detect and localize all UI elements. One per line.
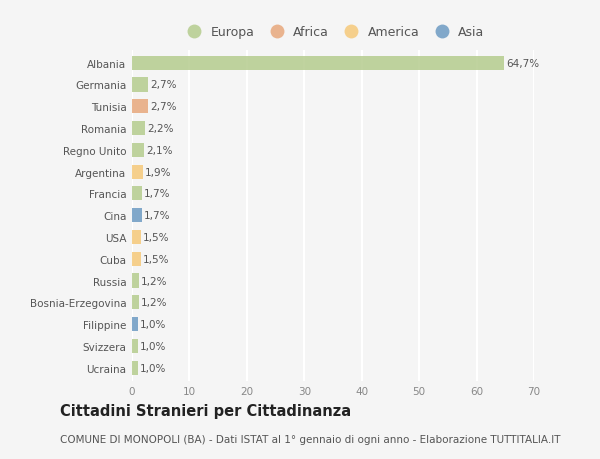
Text: 1,0%: 1,0%	[140, 319, 166, 330]
Text: 1,5%: 1,5%	[143, 254, 169, 264]
Text: 1,0%: 1,0%	[140, 363, 166, 373]
Text: 1,2%: 1,2%	[141, 276, 167, 286]
Bar	[132, 361, 138, 375]
Text: COMUNE DI MONOPOLI (BA) - Dati ISTAT al 1° gennaio di ogni anno - Elaborazione T: COMUNE DI MONOPOLI (BA) - Dati ISTAT al …	[60, 434, 560, 443]
Bar	[132, 274, 139, 288]
Legend: Europa, Africa, America, Asia: Europa, Africa, America, Asia	[179, 24, 487, 42]
Bar	[132, 78, 148, 92]
Bar	[132, 100, 148, 114]
Bar	[132, 317, 138, 331]
Text: 2,1%: 2,1%	[146, 146, 173, 156]
Text: 2,2%: 2,2%	[147, 124, 173, 134]
Bar	[132, 339, 138, 353]
Bar	[132, 296, 139, 310]
Bar	[132, 230, 140, 245]
Text: 1,2%: 1,2%	[141, 298, 167, 308]
Text: 1,9%: 1,9%	[145, 167, 172, 177]
Bar	[132, 187, 142, 201]
Text: 1,5%: 1,5%	[143, 232, 169, 242]
Text: 2,7%: 2,7%	[150, 80, 176, 90]
Text: 2,7%: 2,7%	[150, 102, 176, 112]
Text: 64,7%: 64,7%	[506, 59, 539, 68]
Text: 1,0%: 1,0%	[140, 341, 166, 351]
Bar	[132, 252, 140, 266]
Bar	[132, 165, 143, 179]
Text: Cittadini Stranieri per Cittadinanza: Cittadini Stranieri per Cittadinanza	[60, 403, 351, 419]
Bar	[132, 56, 503, 71]
Bar	[132, 122, 145, 136]
Bar	[132, 209, 142, 223]
Text: 1,7%: 1,7%	[144, 189, 170, 199]
Text: 1,7%: 1,7%	[144, 211, 170, 221]
Bar	[132, 143, 144, 157]
